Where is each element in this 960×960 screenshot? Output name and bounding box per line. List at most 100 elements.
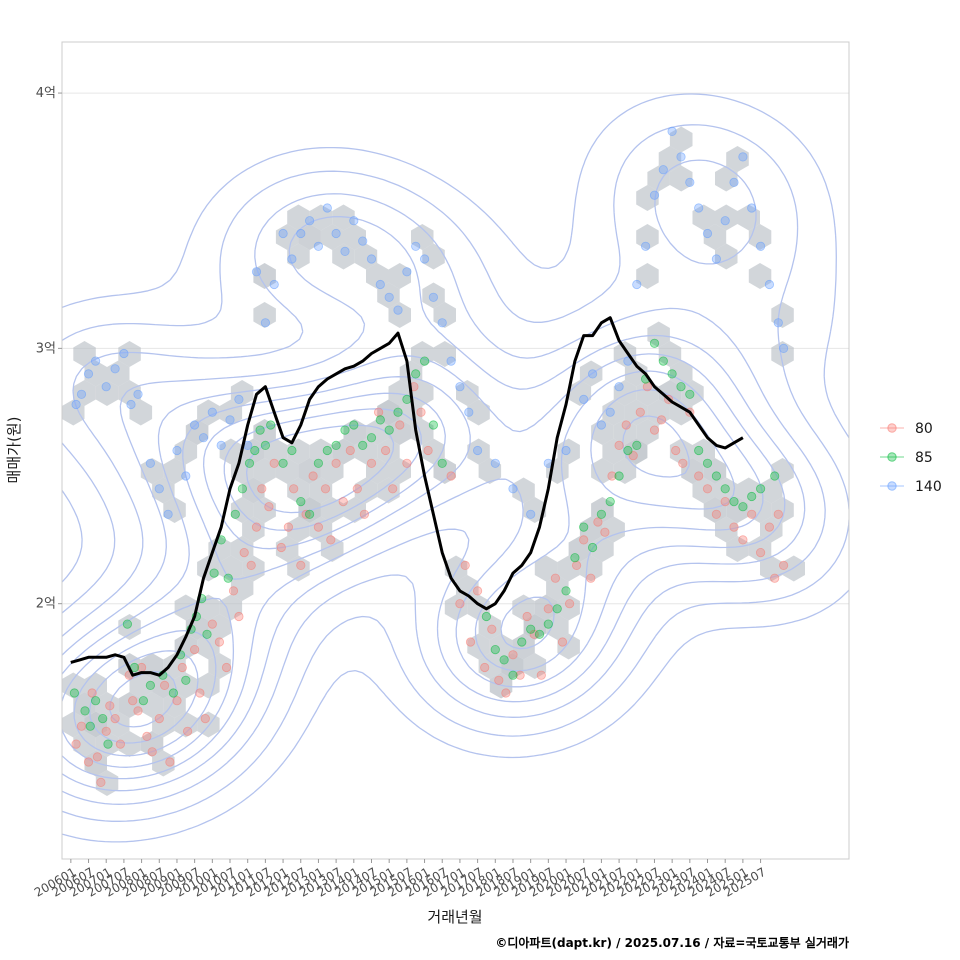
point-85 xyxy=(411,369,421,379)
point-80 xyxy=(257,484,267,494)
hex-cell xyxy=(669,399,693,426)
point-80 xyxy=(96,777,106,788)
point-140 xyxy=(640,241,651,251)
point-85 xyxy=(366,433,377,443)
density-contour xyxy=(62,353,786,780)
hex-cell xyxy=(253,302,276,328)
point-80 xyxy=(133,706,143,716)
hex-cell xyxy=(163,458,186,484)
hex-cell xyxy=(602,516,625,543)
point-140 xyxy=(561,445,571,456)
point-80 xyxy=(110,713,120,724)
point-80 xyxy=(115,739,126,749)
density-contour xyxy=(62,159,826,805)
hex-cell xyxy=(118,731,141,757)
point-140 xyxy=(154,484,164,494)
point-140 xyxy=(101,382,111,392)
point-80 xyxy=(87,688,97,698)
hex-cell xyxy=(174,438,198,465)
hex-cell xyxy=(366,419,389,445)
hex-cell xyxy=(242,438,265,465)
hex-cell xyxy=(275,224,299,250)
hex-cell xyxy=(309,516,333,543)
point-80 xyxy=(770,573,780,583)
point-140 xyxy=(490,458,500,468)
point-85 xyxy=(278,458,288,468)
point-85 xyxy=(720,484,730,494)
point-85 xyxy=(729,496,739,507)
point-140 xyxy=(91,356,101,366)
point-85 xyxy=(649,338,660,348)
hex-cell xyxy=(388,263,411,289)
y-axis-title: 매매가(원) xyxy=(5,417,23,484)
point-140 xyxy=(702,228,713,239)
point-85 xyxy=(676,382,686,392)
x-axis-title: 거래년월 xyxy=(427,908,482,926)
point-140 xyxy=(419,254,430,264)
point-140 xyxy=(658,165,668,175)
hex-cell xyxy=(230,380,254,406)
point-85 xyxy=(623,445,633,456)
hex-cell xyxy=(636,419,659,445)
hex-cell xyxy=(309,477,333,504)
point-80 xyxy=(755,547,766,558)
point-140 xyxy=(747,203,757,213)
point-85 xyxy=(98,713,108,724)
hex-cell xyxy=(568,536,592,562)
hex-cell xyxy=(737,477,760,504)
point-85 xyxy=(632,440,642,450)
hex-cell xyxy=(354,438,378,465)
point-85 xyxy=(526,624,536,634)
point-80 xyxy=(251,522,262,532)
point-140 xyxy=(778,343,789,353)
point-140 xyxy=(755,241,766,251)
hex-cell xyxy=(433,458,456,484)
point-85 xyxy=(552,604,562,614)
point-140 xyxy=(133,389,143,399)
point-80 xyxy=(423,445,433,456)
point-85 xyxy=(313,458,323,468)
hexbin-layer xyxy=(62,126,805,796)
legend-key-point xyxy=(887,423,897,433)
point-80 xyxy=(550,573,561,583)
hex-cell xyxy=(377,438,400,465)
hex-cell xyxy=(726,497,749,523)
point-140 xyxy=(216,440,226,450)
point-80 xyxy=(778,560,789,571)
hex-cell xyxy=(242,555,265,582)
hex-cell xyxy=(624,438,648,465)
hex-cell xyxy=(489,633,513,660)
hex-cell xyxy=(444,594,468,621)
hex-cell xyxy=(298,458,321,484)
point-140 xyxy=(366,254,377,264)
point-80 xyxy=(214,637,224,647)
point-140 xyxy=(278,228,288,239)
hex-cell xyxy=(681,380,704,406)
hex-cell xyxy=(737,204,760,231)
hex-cell xyxy=(197,672,220,699)
hex-cell xyxy=(140,731,164,757)
point-80 xyxy=(455,599,465,609)
hex-cell xyxy=(669,438,693,465)
point-80 xyxy=(246,560,256,571)
hex-cell xyxy=(647,321,670,348)
point-85 xyxy=(419,356,430,366)
point-140 xyxy=(579,394,589,404)
point-85 xyxy=(266,420,276,430)
point-85 xyxy=(579,522,589,532)
point-80 xyxy=(729,522,739,532)
point-140 xyxy=(472,445,483,456)
point-140 xyxy=(720,216,730,226)
hex-cell xyxy=(118,614,141,640)
point-80 xyxy=(579,535,589,545)
point-80 xyxy=(671,445,681,456)
hex-cell xyxy=(568,380,592,406)
point-85 xyxy=(770,471,780,481)
point-85 xyxy=(517,637,527,647)
point-85 xyxy=(85,721,95,731)
point-140 xyxy=(526,509,536,519)
point-85 xyxy=(428,420,438,430)
hex-cell xyxy=(771,497,794,523)
point-85 xyxy=(393,407,403,417)
point-140 xyxy=(605,407,615,417)
